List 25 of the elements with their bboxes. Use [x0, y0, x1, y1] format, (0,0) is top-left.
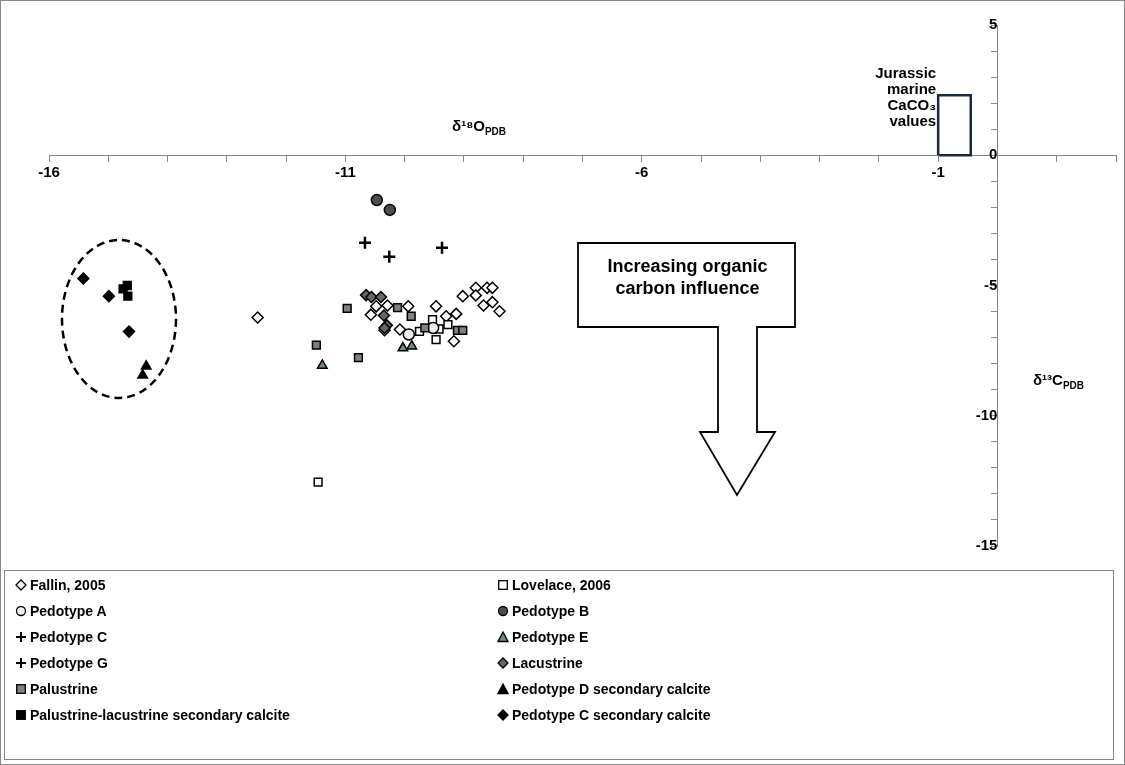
- legend-label: Pedotype D secondary calcite: [512, 681, 711, 697]
- y-tick-label: -10: [975, 405, 998, 423]
- x-tick-label: -6: [635, 163, 649, 181]
- legend-label: Palustrine-lacustrine secondary calcite: [30, 707, 290, 723]
- legend-label: Lacustrine: [512, 655, 583, 671]
- x-axis-title: δ¹⁸O$_{PDB}$: [452, 117, 507, 138]
- legend-label: Pedotype A: [30, 603, 107, 619]
- legend-label: Pedotype G: [30, 655, 108, 671]
- y-tick-label: 0: [989, 145, 998, 163]
- y-tick-label: -5: [984, 275, 998, 293]
- legend-label: Lovelace, 2006: [512, 577, 611, 593]
- legend-label: Fallin, 2005: [30, 577, 106, 593]
- x-tick-label: -1: [931, 163, 945, 181]
- annotation: Increasing organic carbon influence: [606, 255, 769, 299]
- legend-label: Pedotype C secondary calcite: [512, 707, 711, 723]
- y-axis-title: δ¹³C$_{PDB}$: [1033, 371, 1085, 392]
- legend-label: Pedotype C: [30, 629, 108, 645]
- x-tick-label: -11: [334, 163, 356, 181]
- legend-label: Pedotype E: [512, 629, 589, 645]
- y-tick-label: -15: [975, 536, 998, 554]
- legend-label: Palustrine: [30, 681, 98, 697]
- annotation: Jurassic marine CaCO₃ values: [874, 64, 937, 130]
- y-tick-label: 5: [989, 15, 998, 33]
- x-tick-label: -16: [38, 163, 60, 181]
- legend-label: Pedotype B: [512, 603, 590, 619]
